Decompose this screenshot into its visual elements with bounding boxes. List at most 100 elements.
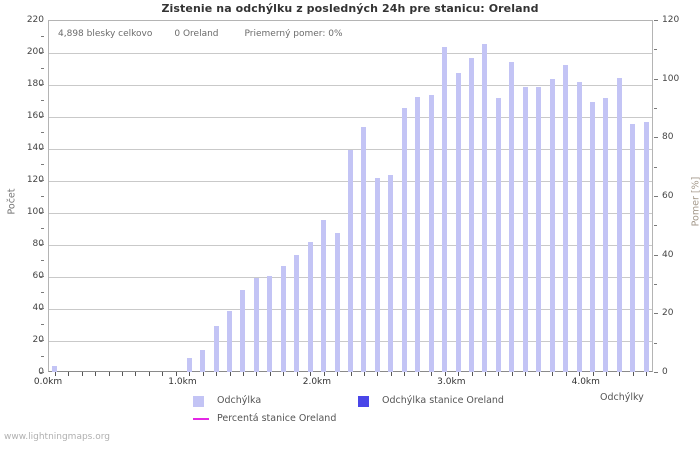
legend-color-swatch: [193, 396, 204, 407]
gridline: [49, 277, 652, 278]
x-tick-mark: [565, 372, 567, 376]
x-tick-mark: [323, 372, 325, 376]
x-tick-mark: [632, 372, 634, 376]
y-tick-right-label: 60: [662, 191, 674, 201]
y-tick-left-mark: [40, 52, 44, 53]
y-tick-left-minor-mark: [41, 36, 44, 37]
y-tick-left-minor-mark: [41, 324, 44, 325]
y-tick-left-mark: [40, 84, 44, 85]
x-tick-mark: [256, 372, 258, 376]
x-tick-mark: [81, 372, 83, 376]
x-tick-mark: [592, 372, 594, 376]
x-tick-mark: [296, 372, 298, 376]
x-tick-mark: [525, 372, 527, 376]
y-tick-right-label: 100: [662, 73, 680, 84]
y-tick-left-minor-mark: [41, 356, 44, 357]
y-tick-left-minor-mark: [41, 132, 44, 133]
x-tick-mark: [350, 372, 352, 376]
gridline: [49, 117, 652, 118]
y-tick-left-minor-mark: [41, 164, 44, 165]
y-tick-left-label: 100: [26, 207, 44, 217]
x-tick-mark: [605, 372, 607, 376]
y-tick-right-mark: [654, 20, 658, 21]
gridline: [49, 341, 652, 342]
y-tick-left-mark: [40, 308, 44, 309]
annotation-total-strikes: 4,898 blesky celkovo: [58, 29, 153, 39]
y-tick-right-minor-mark: [654, 284, 657, 285]
x-tick-mark: [175, 372, 177, 376]
plot-area: [48, 20, 653, 372]
x-tick-mark: [310, 372, 312, 376]
gridline: [49, 245, 652, 246]
y-tick-right-label: 40: [662, 249, 674, 260]
y-tick-left-label: 180: [26, 79, 44, 89]
y-tick-left-minor-mark: [41, 260, 44, 261]
x-tick-mark: [552, 372, 554, 376]
x-tick-label: 3.0km: [437, 377, 466, 387]
y-axis-right: Pomer [%] 0 20 40 60 80 100 120: [654, 0, 700, 450]
x-tick-mark: [135, 372, 137, 376]
y-tick-right-label: 120: [662, 15, 680, 25]
y-tick-left-label: 160: [26, 111, 44, 121]
legend-line-swatch: [193, 418, 209, 420]
x-tick-mark: [189, 372, 191, 376]
legend-color-swatch: [358, 396, 369, 407]
x-tick-label: 0.0km: [33, 377, 63, 387]
x-tick-mark: [431, 372, 433, 376]
x-tick-mark: [404, 372, 406, 376]
gridline: [49, 213, 652, 214]
x-tick-mark: [511, 372, 513, 376]
x-tick-mark: [108, 372, 110, 376]
y-tick-left-mark: [40, 372, 44, 373]
gridline: [49, 181, 652, 182]
y-tick-left-mark: [40, 340, 44, 341]
x-tick-mark: [54, 372, 56, 376]
x-tick-mark: [377, 372, 379, 376]
chart-title: Zistenie na odchýlku z posledných 24h pr…: [161, 2, 539, 15]
x-tick-mark: [484, 372, 486, 376]
y-tick-left-label: 60: [32, 271, 44, 281]
x-tick-mark: [646, 372, 648, 376]
x-tick-mark: [95, 372, 97, 376]
y-tick-right-mark: [654, 196, 658, 197]
y-axis-left: Počet 020406080100120140160180200220: [0, 0, 44, 450]
y-tick-right-label: 0: [662, 367, 668, 377]
chart-legend: Odchýlka Odchýlka stanice Oreland Percentá…: [0, 393, 700, 433]
y-tick-left-label: 0: [4, 367, 44, 377]
y-tick-left-minor-mark: [41, 196, 44, 197]
legend-label: Percentá stanice Oreland: [217, 413, 337, 424]
x-tick-mark: [162, 372, 164, 376]
x-tick-mark: [471, 372, 473, 376]
annotation-station-strikes: 0 Oreland: [174, 29, 219, 39]
x-tick-mark: [229, 372, 231, 376]
y-tick-right-mark: [654, 254, 658, 256]
x-tick-mark: [417, 372, 419, 376]
x-tick-mark: [283, 372, 285, 376]
legend-label: Odchýlka stanice Oreland: [382, 395, 504, 406]
x-tick-mark: [216, 372, 218, 376]
gridline: [49, 309, 652, 310]
y-tick-left-label: 200: [26, 47, 44, 57]
x-tick-label: 1.0km: [168, 377, 197, 387]
x-axis-title: Odchýlky: [600, 392, 644, 403]
y-tick-left-mark: [40, 212, 44, 213]
y-tick-right-minor-mark: [654, 108, 657, 109]
x-tick-mark: [498, 372, 500, 376]
x-tick-mark: [337, 372, 339, 376]
y-tick-left-label: 80: [32, 239, 44, 249]
y-tick-left-mark: [40, 148, 44, 149]
y-tick-left-mark: [40, 180, 44, 181]
x-tick-mark: [363, 372, 365, 376]
legend-label: Odchýlka: [217, 395, 262, 406]
y-tick-left-minor-mark: [41, 228, 44, 229]
x-tick-mark: [579, 372, 581, 376]
x-tick-mark: [269, 372, 271, 376]
x-tick-mark: [538, 372, 540, 376]
x-tick-mark: [121, 372, 123, 376]
x-tick-mark: [148, 372, 150, 376]
y-tick-right-minor-mark: [654, 166, 657, 168]
y-tick-right-label: 80: [662, 132, 674, 143]
y-tick-right-mark: [654, 372, 658, 373]
x-tick-mark: [242, 372, 244, 376]
